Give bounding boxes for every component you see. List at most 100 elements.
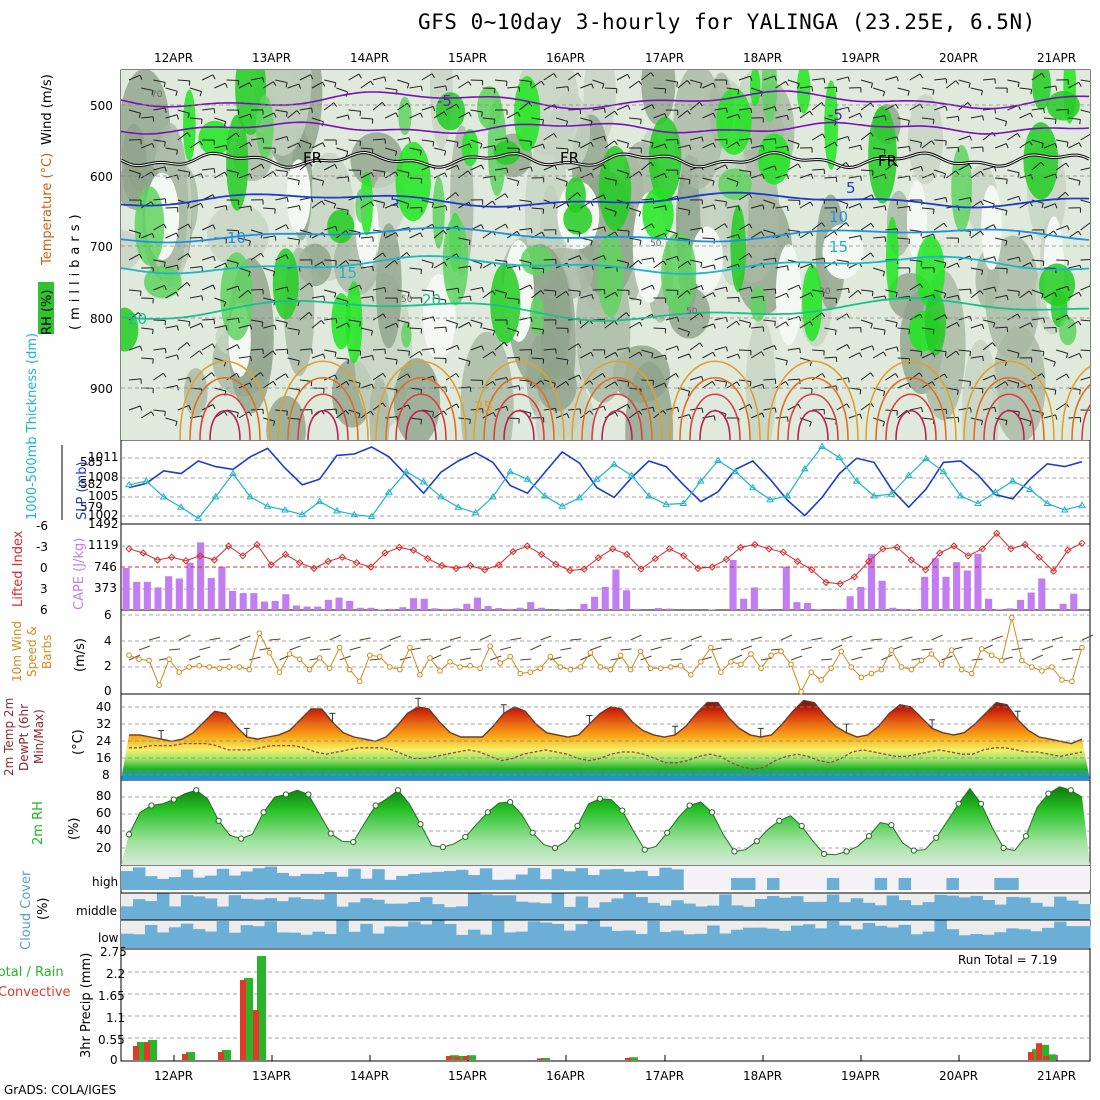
wind-barb xyxy=(1019,140,1030,149)
wind-barb xyxy=(885,162,896,171)
wind-barb-flag xyxy=(187,113,190,119)
cloud-bar xyxy=(1006,878,1019,890)
wind-barb-flag xyxy=(382,402,386,408)
wind-barb-flag xyxy=(639,321,643,327)
moist-cell xyxy=(432,176,445,249)
li-point xyxy=(680,552,688,560)
rh-tick-80: 80 xyxy=(96,789,111,803)
wind-barb-flag xyxy=(919,283,923,289)
moist-cell xyxy=(885,216,899,300)
wind-barb xyxy=(811,373,823,381)
wind-barb xyxy=(775,292,787,299)
thickness-point xyxy=(835,453,844,461)
cloud-bar xyxy=(587,875,601,890)
wind-barb-flag xyxy=(896,76,899,82)
wind-barb-flag xyxy=(1053,230,1057,236)
wind-barb xyxy=(360,327,373,332)
wind-barb xyxy=(1043,117,1056,120)
wind-speed-point xyxy=(1069,678,1075,685)
wind-barb xyxy=(702,142,714,149)
thickness-point xyxy=(575,493,584,501)
thickness-point xyxy=(1008,477,1017,484)
wind-barb xyxy=(946,294,959,299)
li-point xyxy=(224,542,233,550)
wind-barb xyxy=(348,349,361,352)
precip-rain-bar xyxy=(222,1050,231,1060)
wind-barb xyxy=(714,255,727,261)
wind-barb-flag xyxy=(163,262,166,267)
thermal-contour xyxy=(601,410,633,440)
wind-barb xyxy=(604,207,617,213)
wind-barb xyxy=(995,117,1007,122)
wind-barb-flag xyxy=(530,317,533,323)
cloud-bar xyxy=(1078,926,1091,948)
wind-barb-flag xyxy=(664,113,667,119)
wind-barb xyxy=(287,237,300,241)
wind-barb-flag xyxy=(199,140,204,146)
wind-barb-flag xyxy=(382,202,386,208)
li-point xyxy=(580,565,588,573)
cloud-bar xyxy=(719,933,732,948)
wind-barb-flag xyxy=(591,294,594,300)
wind-barb xyxy=(738,169,751,173)
precip-rain-bar xyxy=(137,1042,146,1060)
wind-barb-flag xyxy=(408,137,411,143)
wind-barb xyxy=(1043,291,1055,299)
wind-speed-point xyxy=(838,648,845,655)
wind-barb xyxy=(738,107,751,111)
wind-barb xyxy=(470,648,482,651)
wind-barb-flag xyxy=(957,116,960,122)
wind-speed-point xyxy=(467,662,473,669)
wind-barb xyxy=(628,170,640,179)
wind-barb xyxy=(933,314,946,321)
cloud-bar xyxy=(563,930,577,948)
temperature-axis-label: Temperature (°C) xyxy=(40,153,55,266)
date-label: 16APR xyxy=(546,1069,585,1083)
rh-axis-label: RH (%) xyxy=(40,290,55,335)
thickness-point xyxy=(939,467,948,475)
wind-barb-flag xyxy=(676,82,679,87)
cloud-bar xyxy=(874,878,888,890)
wind-speed-point xyxy=(888,647,895,653)
cloud-bar xyxy=(946,878,959,890)
li-point xyxy=(338,553,347,561)
wind-barb-flag xyxy=(725,201,727,207)
wind-barb xyxy=(970,290,981,299)
wind-barb xyxy=(995,177,1008,180)
wind-barb-flag xyxy=(370,201,374,207)
wind-barb xyxy=(550,656,562,661)
wind-barb xyxy=(812,77,825,81)
wind-barb-flag xyxy=(762,204,765,210)
wind-barb xyxy=(604,87,617,90)
cape-bar xyxy=(410,598,418,610)
wind-barb-flag xyxy=(601,83,605,89)
wind-barb-flag xyxy=(750,138,752,144)
wind-barb xyxy=(360,383,373,389)
wind-barb xyxy=(763,257,776,261)
li-point xyxy=(239,552,247,560)
wind-barb xyxy=(934,349,947,353)
wind-barb-flag xyxy=(151,233,155,239)
wind-barb xyxy=(567,374,580,381)
wind-barb-flag xyxy=(896,346,899,352)
rh-point xyxy=(574,822,581,830)
wind-barb-flag xyxy=(1043,108,1045,114)
wind-barb xyxy=(153,79,166,83)
wind-speed-point xyxy=(928,651,935,657)
wind-barb-flag xyxy=(614,110,618,116)
wind-barb-flag xyxy=(540,290,545,295)
cloud-bar xyxy=(408,874,421,890)
precip-series-label-rain: Total / Rain xyxy=(0,965,64,980)
wind-barb-flag xyxy=(725,107,728,113)
wind-speed-point xyxy=(316,655,323,661)
wind-barb xyxy=(1055,162,1067,171)
wind-barb xyxy=(604,291,616,299)
wind-barb xyxy=(275,373,286,381)
wind-barb xyxy=(153,223,165,231)
wind-barb xyxy=(881,654,893,661)
wind-barb xyxy=(860,252,871,261)
wind-barb xyxy=(494,341,505,351)
precip-rain-bar xyxy=(458,1056,467,1060)
wind-barb xyxy=(799,231,811,239)
contour-line xyxy=(121,226,1090,244)
